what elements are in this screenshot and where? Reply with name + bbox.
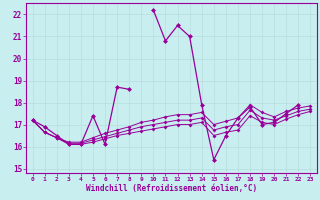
X-axis label: Windchill (Refroidissement éolien,°C): Windchill (Refroidissement éolien,°C) [86,184,257,193]
